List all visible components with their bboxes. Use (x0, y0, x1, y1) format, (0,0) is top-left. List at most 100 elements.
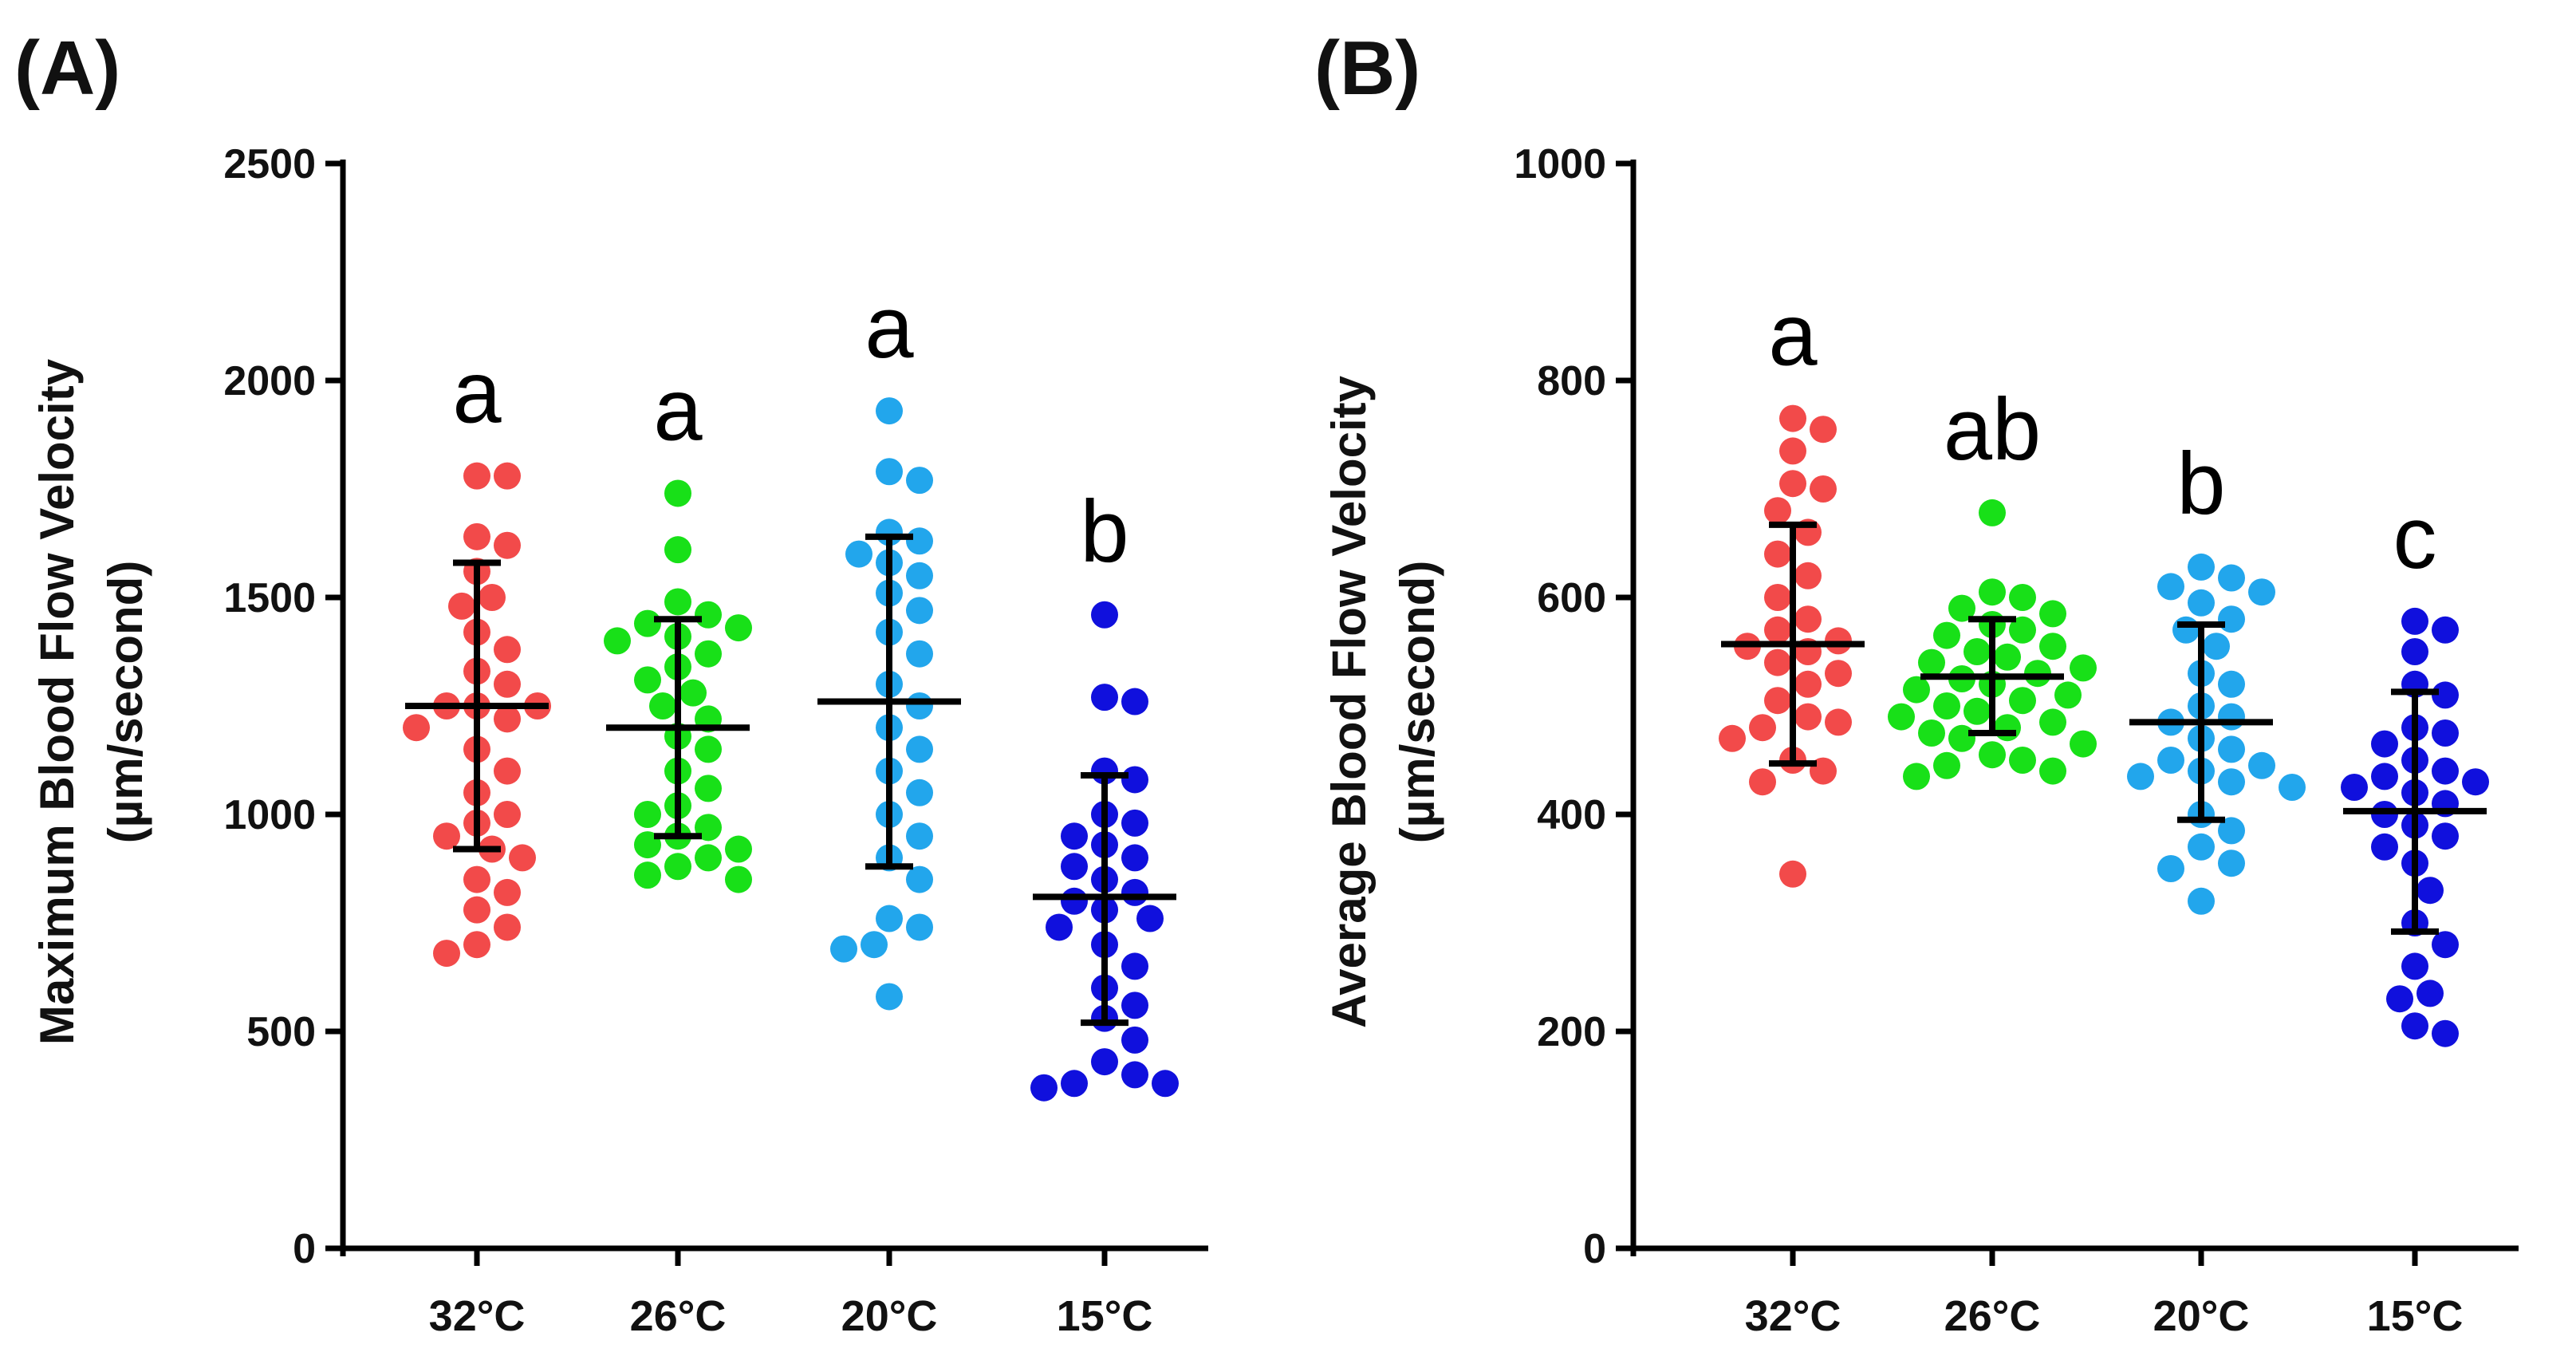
data-point-b (1964, 638, 1991, 665)
data-point-b (1794, 703, 1822, 731)
data-point-b (2371, 833, 2398, 861)
plot-area-b: 0 200 400 600 800 1000 32°C 26°C 20°C 15°C a ab b c (1514, 141, 2519, 1340)
data-point-b (2432, 931, 2459, 959)
data-point-b (1764, 648, 1791, 676)
data-point-a (679, 679, 707, 707)
data-point-b (2341, 774, 2368, 801)
x-tick-label-b: 32°C (1745, 1292, 1841, 1340)
data-point-a (1091, 684, 1118, 712)
y-tick-label-a: 2000 (223, 358, 316, 404)
data-point-b (1918, 719, 1945, 747)
data-point-b (1779, 860, 1806, 888)
panel-a: (A) Maximum Blood Flow Velocity (µm/seco… (14, 26, 1208, 1340)
data-point-b (2371, 801, 2398, 828)
data-point-a (463, 462, 490, 490)
data-point-b (2157, 747, 2184, 774)
data-point-b (1903, 763, 1930, 790)
data-point-b (1994, 714, 2021, 742)
data-point-b (2218, 768, 2245, 796)
y-tick-label-b: 600 (1537, 575, 1606, 621)
data-point-b (1794, 670, 1822, 698)
data-point-b (1994, 643, 2021, 671)
data-point-b (2248, 578, 2275, 606)
y-tick-label-a: 500 (246, 1009, 316, 1055)
significance-label-b: b (2176, 435, 2225, 533)
data-point-a (695, 601, 722, 629)
data-point-a (479, 584, 506, 611)
data-point-a (1061, 822, 1088, 850)
data-point-b (2386, 985, 2413, 1013)
data-point-a (725, 835, 752, 863)
panel-label-a: (A) (14, 26, 120, 111)
data-point-b (1979, 499, 2006, 526)
data-point-a (906, 735, 933, 763)
data-point-b (2432, 1019, 2459, 1047)
data-point-b (1810, 416, 1837, 443)
plot-area-a: 0 500 1000 1500 2000 2500 32°C 26°C 20°C 15°C a a a b (223, 141, 1208, 1340)
data-point-b (1903, 676, 1930, 704)
data-point-a (463, 931, 490, 959)
data-point-a (695, 735, 722, 763)
data-point-a (876, 397, 903, 425)
data-point-a (664, 479, 691, 507)
data-point-b (2039, 757, 2066, 785)
data-point-a (494, 757, 521, 785)
data-point-a (906, 467, 933, 495)
data-point-b (1764, 616, 1791, 644)
data-point-b (2218, 735, 2245, 763)
data-point-b (2432, 822, 2459, 850)
data-point-b (1948, 594, 1975, 622)
data-point-a (725, 865, 752, 893)
data-point-a (463, 865, 490, 893)
data-point-a (494, 801, 521, 828)
data-point-a (1061, 887, 1088, 915)
data-point-a (403, 714, 430, 742)
data-point-b (2054, 681, 2082, 709)
data-point-b (2070, 654, 2097, 682)
data-point-a (1046, 913, 1073, 941)
data-point-a (695, 844, 722, 872)
data-point-a (509, 844, 536, 872)
data-point-b (2218, 703, 2245, 731)
y-tick-label-b: 800 (1537, 358, 1606, 404)
data-point-b (2432, 681, 2459, 709)
data-point-a (463, 896, 490, 924)
data-point-a (1136, 905, 1164, 932)
data-point-a (906, 527, 933, 555)
data-point-b (1979, 741, 2006, 769)
y-tick-label-b: 0 (1583, 1226, 1606, 1272)
y-axis-title-b-line2: (µm/second) (1391, 561, 1444, 844)
data-point-a (861, 931, 888, 959)
data-point-b (2188, 589, 2215, 617)
x-tick-label-b: 15°C (2367, 1292, 2464, 1340)
data-point-b (1794, 562, 1822, 589)
data-point-a (1121, 809, 1148, 837)
data-point-b (2157, 855, 2184, 882)
data-point-a (1121, 1061, 1148, 1089)
data-point-a (1061, 853, 1088, 881)
data-point-b (1979, 578, 2006, 606)
data-point-b (1779, 404, 1806, 432)
significance-label-b: c (2393, 489, 2437, 587)
data-point-a (494, 531, 521, 559)
data-point-a (1091, 1048, 1118, 1076)
data-point-a (830, 935, 857, 963)
data-point-b (1749, 714, 1776, 742)
data-point-b (1749, 768, 1776, 796)
data-point-a (1121, 1026, 1148, 1054)
data-point-a (1121, 878, 1148, 906)
data-point-b (2371, 730, 2398, 758)
data-point-a (634, 861, 661, 889)
data-point-a (463, 522, 490, 550)
data-point-b (2188, 887, 2215, 915)
data-point-b (2070, 730, 2097, 758)
data-point-a (1152, 1070, 1179, 1098)
data-point-b (2432, 616, 2459, 644)
x-tick-label-a: 32°C (429, 1292, 526, 1340)
data-point-b (2371, 763, 2398, 790)
data-point-a (649, 692, 676, 719)
data-point-b (1764, 497, 1791, 525)
data-point-b (2172, 616, 2200, 644)
data-point-a (906, 865, 933, 893)
